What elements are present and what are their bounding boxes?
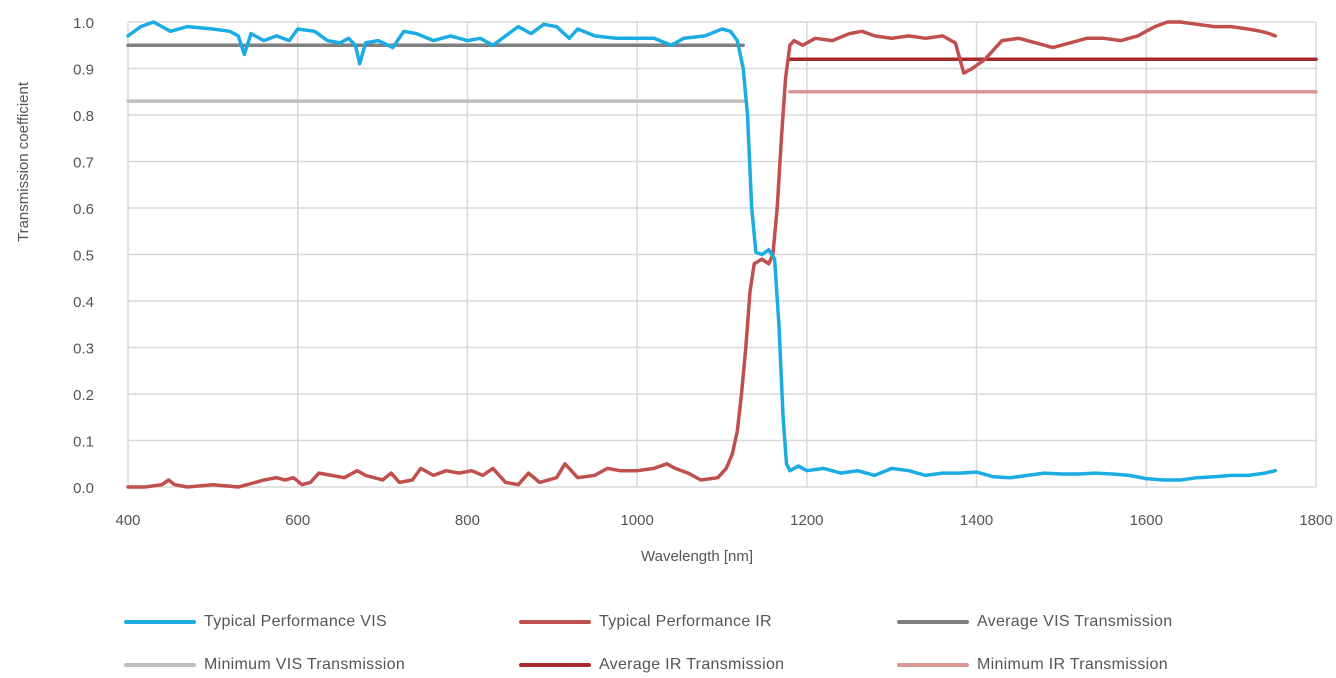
legend-item-typical-ir: Typical Performance IR — [519, 610, 772, 634]
legend-swatch — [124, 620, 196, 624]
legend-swatch — [897, 620, 969, 624]
x-tick-label: 1400 — [960, 512, 993, 529]
chart-legend: Typical Performance VIS Typical Performa… — [0, 600, 1336, 678]
x-axis-ticks: 400 600 800 1000 1200 1400 1600 1800 — [115, 512, 1332, 529]
y-tick-label: 0.8 — [73, 108, 94, 125]
y-tick-label: 0.7 — [73, 155, 94, 172]
y-tick-label: 0.5 — [73, 248, 94, 265]
x-axis-label: Wavelength [nm] — [641, 548, 753, 565]
chart-plot: 400 600 800 1000 1200 1400 1600 1800 0.00.10.20… — [15, 15, 1333, 565]
chart-series-group — [126, 20, 1318, 489]
legend-label: Minimum IR Transmission — [977, 656, 1168, 673]
series-line-typical-performance-vis — [126, 20, 1278, 482]
y-axis-label: Transmission coefficient — [15, 81, 32, 242]
x-tick-label: 600 — [285, 512, 310, 529]
x-tick-label: 400 — [115, 512, 140, 529]
legend-swatch — [897, 663, 969, 667]
y-tick-label: 0.0 — [73, 480, 94, 497]
x-tick-label: 800 — [455, 512, 480, 529]
y-tick-label: 1.0 — [73, 15, 94, 32]
legend-item-average-vis: Average VIS Transmission — [897, 610, 1172, 634]
y-tick-label: 0.3 — [73, 341, 94, 358]
x-tick-label: 1000 — [620, 512, 653, 529]
legend-swatch — [519, 663, 591, 667]
legend-item-minimum-vis: Minimum VIS Transmission — [124, 653, 405, 677]
y-tick-label: 0.1 — [73, 434, 94, 451]
legend-label: Typical Performance IR — [599, 613, 772, 630]
y-tick-label: 0.2 — [73, 387, 94, 404]
x-tick-label: 1800 — [1299, 512, 1332, 529]
legend-label: Average VIS Transmission — [977, 613, 1173, 630]
legend-label: Average IR Transmission — [599, 656, 785, 673]
x-tick-label: 1200 — [790, 512, 823, 529]
legend-item-typical-vis: Typical Performance VIS — [124, 610, 387, 634]
legend-swatch — [124, 663, 196, 667]
y-tick-label: 0.4 — [73, 294, 94, 311]
y-axis-ticks: 0.0 0.1 0.2 0.3 0.4 0.5 0.6 0.7 0.8 0.9 1.0 — [73, 15, 94, 497]
legend-swatch — [519, 620, 591, 624]
x-tick-label: 1600 — [1130, 512, 1163, 529]
legend-item-minimum-ir: Minimum IR Transmission — [897, 653, 1168, 677]
legend-item-average-ir: Average IR Transmission — [519, 653, 784, 677]
y-tick-label: 0.9 — [73, 62, 94, 79]
legend-label: Typical Performance VIS — [204, 613, 387, 630]
series-line-typical-performance-ir — [126, 20, 1278, 489]
legend-label: Minimum VIS Transmission — [204, 656, 406, 673]
y-tick-label: 0.6 — [73, 201, 94, 218]
